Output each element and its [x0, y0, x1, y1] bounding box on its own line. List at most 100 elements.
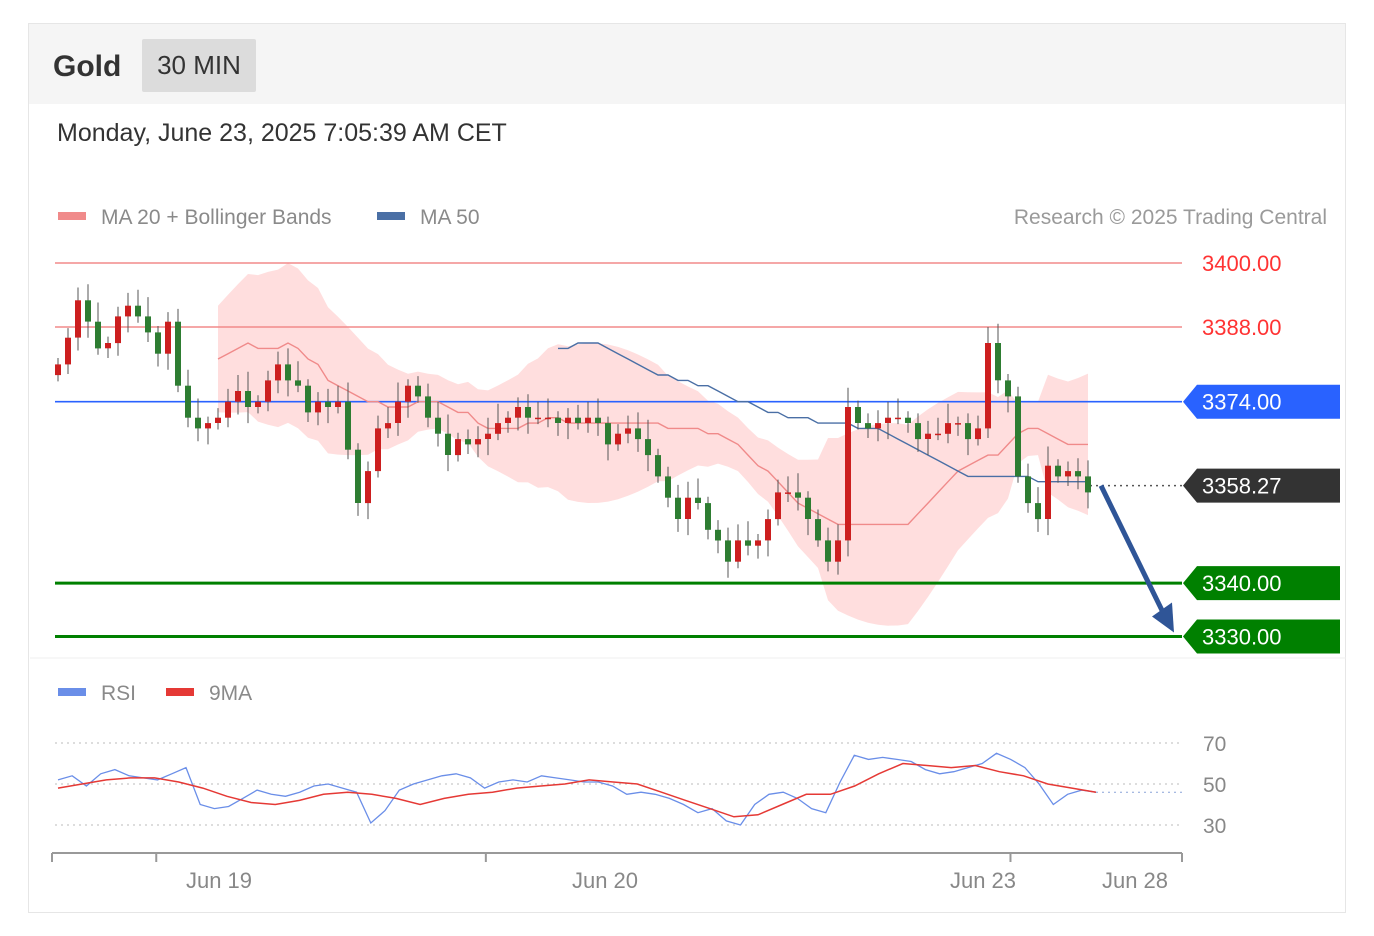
rsi-tick-label: 50 [1203, 774, 1226, 797]
candle-body [765, 519, 771, 541]
candle-body [785, 492, 791, 494]
candle-body [995, 343, 1001, 381]
level-label-3330.00: 3330.00 [1202, 624, 1282, 649]
rsi-tick-label: 30 [1203, 815, 1226, 838]
candle-body [715, 529, 721, 541]
ma50-legend-label: MA 50 [420, 206, 480, 229]
candle-body [225, 401, 231, 418]
ma20-line [217, 342, 1088, 526]
candle-body [745, 540, 751, 546]
candle-body [385, 423, 391, 429]
candle-body [605, 423, 611, 445]
candle-body [635, 428, 641, 440]
forecast-arrow-line [1098, 484, 1167, 616]
candle-body [75, 300, 81, 338]
copyright-label: Research © 2025 Trading Central [1014, 206, 1327, 229]
candle-body [345, 401, 351, 450]
level-label-3400.00: 3400.00 [1202, 251, 1282, 276]
candle-body [125, 305, 131, 317]
candle-body [905, 417, 911, 423]
candle-body [445, 433, 451, 455]
x-tick-label: Jun 20 [572, 868, 638, 893]
candle-body [535, 417, 541, 420]
level-tag-3358.27 [1183, 468, 1340, 503]
candle-body [205, 423, 211, 429]
candle-body [545, 417, 551, 420]
candle-body [325, 401, 331, 407]
candle-body [1055, 465, 1061, 477]
level-tag-3330.00 [1183, 619, 1340, 654]
rsi-legend-label: RSI [101, 682, 136, 705]
candle-body [685, 497, 691, 519]
candle-body [955, 423, 961, 425]
rsi-ma-legend-label: 9MA [209, 682, 252, 705]
candle-body [645, 439, 651, 456]
candle-body [695, 497, 701, 503]
candle-body [175, 321, 181, 386]
candle-body [875, 423, 881, 429]
candle-body [975, 428, 981, 440]
candle-body [1015, 396, 1021, 477]
x-tick-label: Jun 19 [186, 868, 252, 893]
candle-body [355, 449, 361, 503]
candle-body [515, 407, 521, 418]
instrument-title: Gold [53, 50, 122, 83]
candle-body [775, 492, 781, 520]
interval-badge[interactable]: 30 MIN [142, 39, 256, 92]
level-label-3358.27: 3358.27 [1202, 474, 1282, 499]
candle-body [845, 407, 851, 541]
candle-body [155, 332, 161, 354]
candle-body [825, 540, 831, 562]
candle-body [595, 417, 601, 423]
candle-body [185, 385, 191, 418]
candle-body [165, 321, 171, 354]
candle-body [245, 391, 251, 407]
candle-body [465, 439, 471, 445]
candle-body [555, 417, 561, 423]
candle-body [795, 492, 801, 498]
x-tick-label: Jun 23 [950, 868, 1016, 893]
candle-body [295, 380, 301, 386]
candle-body [475, 439, 481, 445]
candle-body [315, 401, 321, 413]
candle-body [85, 300, 91, 322]
candle-body [55, 364, 61, 376]
rsi-ma-legend-swatch [166, 688, 194, 696]
forecast-arrow-head [1152, 602, 1174, 633]
candle-body [665, 476, 671, 498]
rsi-line [57, 752, 1097, 826]
level-label-3388.00: 3388.00 [1202, 315, 1282, 340]
candle-body [115, 316, 121, 344]
level-tag-3340.00 [1183, 566, 1340, 601]
candle-body [405, 385, 411, 402]
candle-body [915, 423, 921, 440]
candle-body [885, 417, 891, 423]
rsi-legend-swatch [58, 688, 86, 696]
candle-body [255, 401, 261, 407]
level-tag-3374.00 [1183, 384, 1340, 419]
candle-body [1005, 380, 1011, 397]
rsi-ma-line [57, 762, 1097, 818]
chart-datetime: Monday, June 23, 2025 7:05:39 AM CET [57, 119, 507, 147]
ma50-line [558, 342, 1088, 483]
candle-body [565, 417, 571, 423]
x-tick-label: Jun 28 [1102, 868, 1168, 893]
candle-body [1045, 465, 1051, 519]
candle-body [365, 471, 371, 504]
candle-body [375, 428, 381, 472]
candle-body [435, 417, 441, 434]
ma50-legend-swatch [377, 212, 405, 220]
candle-body [625, 428, 631, 434]
candle-body [415, 385, 421, 397]
bollinger-band-area [218, 263, 1088, 626]
candle-body [945, 423, 951, 434]
candle-body [145, 316, 151, 333]
candle-body [895, 417, 901, 420]
candle-body [755, 540, 761, 546]
candle-body [485, 433, 491, 439]
candle-body [525, 407, 531, 418]
candle-body [95, 321, 101, 349]
candle-body [455, 439, 461, 456]
candle-body [935, 433, 941, 436]
